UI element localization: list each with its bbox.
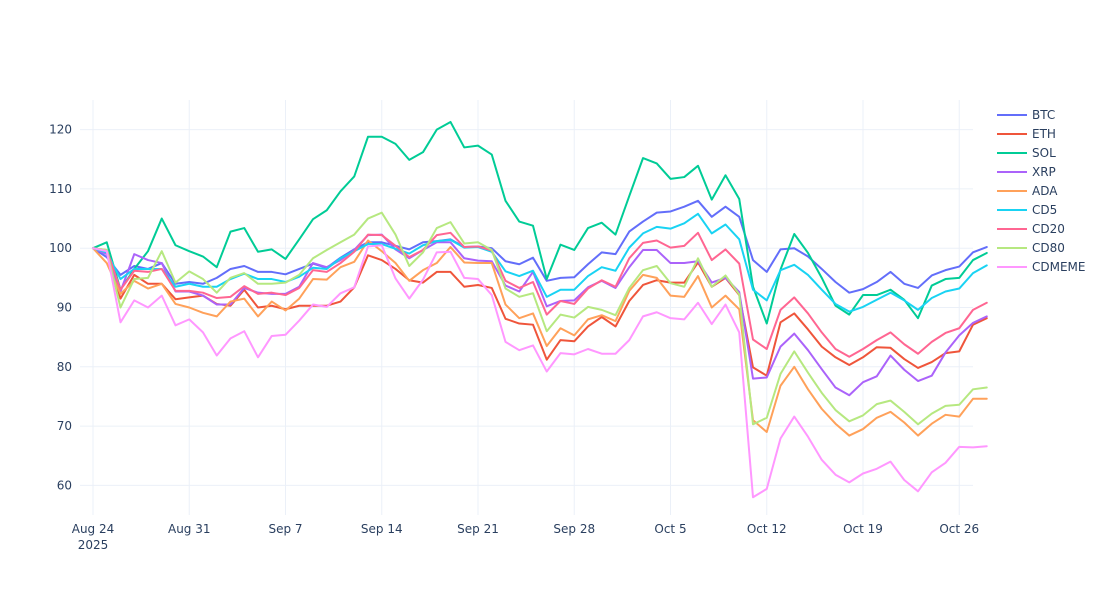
series-line-cd20 — [92, 231, 988, 358]
legend-label: ADA — [1032, 184, 1058, 198]
legend-item-cd5[interactable]: CD5 — [997, 203, 1057, 217]
legend[interactable]: BTC ETH SOL XRP ADA CD5 CD20 CD80 CDMEME — [997, 108, 1086, 274]
series-line-cdmeme — [92, 244, 988, 499]
series-line-btc — [92, 199, 988, 294]
series-line-sol — [92, 120, 988, 325]
x-tick-label: Oct 12 — [747, 522, 787, 536]
legend-label: BTC — [1032, 108, 1055, 122]
legend-label: ETH — [1032, 127, 1056, 141]
y-axis-ticks: 60 70 80 90 100 110 120 — [49, 123, 72, 493]
x-tick-label: Aug 24 — [72, 522, 115, 536]
x-tick-label: Oct 19 — [843, 522, 883, 536]
legend-label: CD5 — [1032, 203, 1057, 217]
legend-item-cd80[interactable]: CD80 — [997, 241, 1065, 255]
legend-item-cd20[interactable]: CD20 — [997, 222, 1065, 236]
x-tick-label: Oct 26 — [939, 522, 979, 536]
x-tick-label: Sep 14 — [361, 522, 403, 536]
x-gridlines — [92, 100, 960, 515]
series-line-ada — [92, 239, 988, 437]
y-tick-label: 90 — [57, 301, 72, 315]
y-tick-label: 120 — [49, 123, 72, 137]
series-line-eth — [92, 247, 988, 377]
y-tick-label: 110 — [49, 182, 72, 196]
x-tick-label: Sep 7 — [268, 522, 302, 536]
legend-item-eth[interactable]: ETH — [997, 127, 1056, 141]
x-tick-sublabel: 2025 — [78, 538, 109, 552]
legend-item-sol[interactable]: SOL — [997, 146, 1056, 160]
legend-label: SOL — [1032, 146, 1056, 160]
y-gridlines — [80, 129, 973, 486]
y-tick-label: 100 — [49, 241, 72, 255]
legend-label: CD80 — [1032, 241, 1065, 255]
legend-item-cdmeme[interactable]: CDMEME — [997, 260, 1086, 274]
x-tick-label: Oct 5 — [654, 522, 686, 536]
legend-label: XRP — [1032, 165, 1056, 179]
legend-label: CD20 — [1032, 222, 1065, 236]
legend-item-ada[interactable]: ADA — [997, 184, 1058, 198]
y-tick-label: 60 — [57, 478, 72, 492]
x-axis-ticks: Aug 24 2025 Aug 31 Sep 7 Sep 14 Sep 21 Sep 28 O… — [72, 522, 979, 552]
y-tick-label: 80 — [57, 360, 72, 374]
series-line-cd80 — [92, 211, 988, 426]
y-tick-label: 70 — [57, 419, 72, 433]
legend-item-xrp[interactable]: XRP — [997, 165, 1056, 179]
legend-item-btc[interactable]: BTC — [997, 108, 1055, 122]
x-tick-label: Sep 21 — [457, 522, 499, 536]
x-tick-label: Aug 31 — [168, 522, 211, 536]
legend-label: CDMEME — [1032, 260, 1086, 274]
series-lines — [92, 120, 988, 499]
x-tick-label: Sep 28 — [553, 522, 595, 536]
series-line-xrp — [92, 233, 988, 397]
